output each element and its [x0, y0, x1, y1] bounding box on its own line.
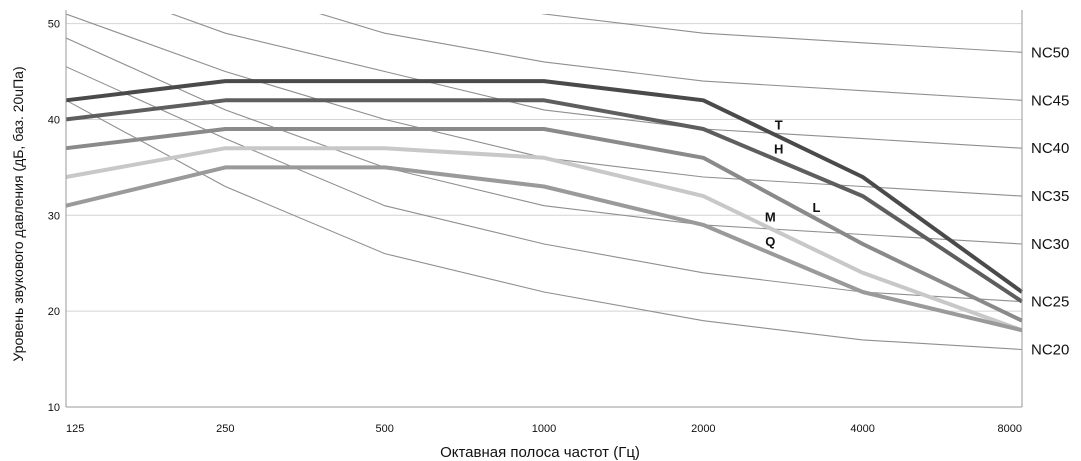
series-label-q: Q	[765, 234, 775, 249]
x-tick-8000: 8000	[998, 423, 1022, 435]
x-axis-label: Октавная полоса частот (Гц)	[440, 444, 640, 461]
x-tick-1000: 1000	[532, 423, 556, 435]
y-tick-20: 20	[48, 306, 60, 318]
x-tick-500: 500	[375, 423, 393, 435]
y-tick-40: 40	[48, 114, 60, 126]
series-line-m	[65, 146, 1023, 333]
nc-label-nc25: NC25	[1031, 294, 1069, 311]
x-tick-4000: 4000	[850, 423, 874, 435]
y-tick-30: 30	[48, 210, 60, 222]
plot-frame	[65, 10, 1023, 408]
series-line-l	[65, 127, 1023, 323]
nc-label-nc40: NC40	[1031, 140, 1069, 157]
series-label-t: T	[775, 117, 783, 132]
x-tick-250: 250	[216, 423, 234, 435]
nc-curve-nc50	[540, 14, 1022, 53]
nc-label-nc30: NC30	[1031, 236, 1069, 253]
nc-curve-nc40	[170, 14, 1022, 149]
nc-curve-nc30	[66, 37, 1022, 245]
data-series	[65, 79, 1024, 333]
y-axis-label: Уровень звукового давления (дБ, баз. 20u…	[10, 66, 26, 361]
nc-curve-nc45	[319, 14, 1022, 101]
nc-curve-nc35	[66, 14, 1022, 197]
nc-labels: NC50 NC45 NC40 NC35 NC30 NC25 NC20	[1031, 44, 1069, 358]
series-line-h	[65, 98, 1024, 304]
y-tick-10: 10	[48, 402, 60, 414]
x-tick-125: 125	[66, 423, 84, 435]
series-line-q	[65, 165, 1023, 333]
nc-label-nc45: NC45	[1031, 92, 1069, 109]
y-tick-labels: 10 20 30 40 50	[48, 19, 60, 414]
series-label-l: L	[812, 200, 820, 215]
x-tick-labels: 125 250 500 1000 2000 4000 8000	[66, 423, 1022, 435]
nc-label-nc35: NC35	[1031, 188, 1069, 205]
nc-label-nc20: NC20	[1031, 341, 1069, 358]
series-line-t	[65, 79, 1024, 294]
series-label-m: M	[765, 209, 776, 224]
nc-label-nc50: NC50	[1031, 44, 1069, 61]
series-labels: TH L MQ	[765, 117, 821, 248]
nc-curve-nc20	[66, 99, 1022, 351]
series-label-h: H	[774, 142, 783, 157]
x-tick-2000: 2000	[691, 423, 715, 435]
y-tick-50: 50	[48, 19, 60, 31]
